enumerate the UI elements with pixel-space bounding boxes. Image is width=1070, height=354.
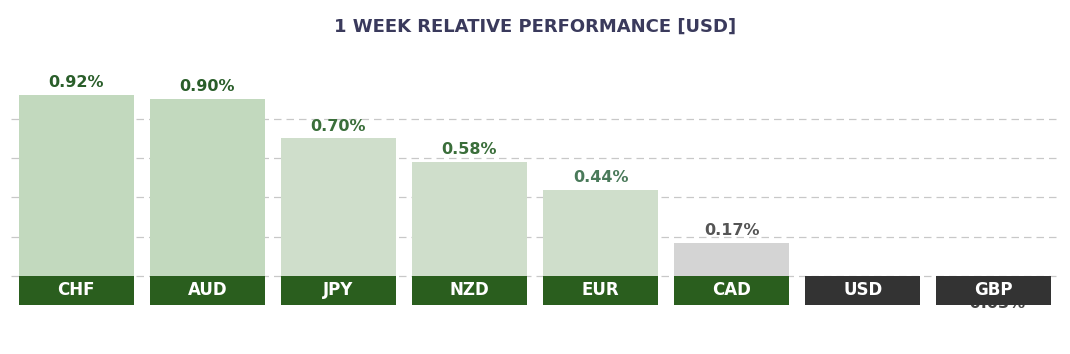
Text: 0.44%: 0.44% — [572, 170, 628, 185]
FancyBboxPatch shape — [18, 276, 134, 304]
Text: EUR: EUR — [582, 281, 620, 299]
Text: 0.58%: 0.58% — [442, 142, 498, 157]
Text: -0.03%: -0.03% — [963, 296, 1025, 310]
Bar — [150, 99, 265, 276]
Text: USD: USD — [843, 281, 883, 299]
Text: 0.90%: 0.90% — [180, 79, 235, 94]
Bar — [674, 243, 790, 276]
FancyBboxPatch shape — [150, 276, 265, 304]
Text: 0.70%: 0.70% — [310, 119, 366, 133]
Bar — [412, 162, 528, 276]
Bar — [18, 95, 134, 276]
Text: 0.92%: 0.92% — [48, 75, 104, 90]
Bar — [280, 138, 396, 276]
FancyBboxPatch shape — [542, 276, 658, 304]
FancyBboxPatch shape — [280, 276, 396, 304]
Text: GBP: GBP — [975, 281, 1013, 299]
Text: 1 WEEK RELATIVE PERFORMANCE [USD]: 1 WEEK RELATIVE PERFORMANCE [USD] — [334, 18, 736, 36]
FancyBboxPatch shape — [412, 276, 528, 304]
Bar — [542, 190, 658, 276]
Text: CHF: CHF — [58, 281, 95, 299]
Text: AUD: AUD — [187, 281, 227, 299]
Bar — [936, 276, 1052, 282]
Text: 0.17%: 0.17% — [704, 223, 760, 238]
FancyBboxPatch shape — [805, 276, 920, 304]
FancyBboxPatch shape — [674, 276, 790, 304]
Text: JPY: JPY — [323, 281, 353, 299]
Text: NZD: NZD — [449, 281, 489, 299]
FancyBboxPatch shape — [936, 276, 1052, 304]
Text: CAD: CAD — [713, 281, 751, 299]
